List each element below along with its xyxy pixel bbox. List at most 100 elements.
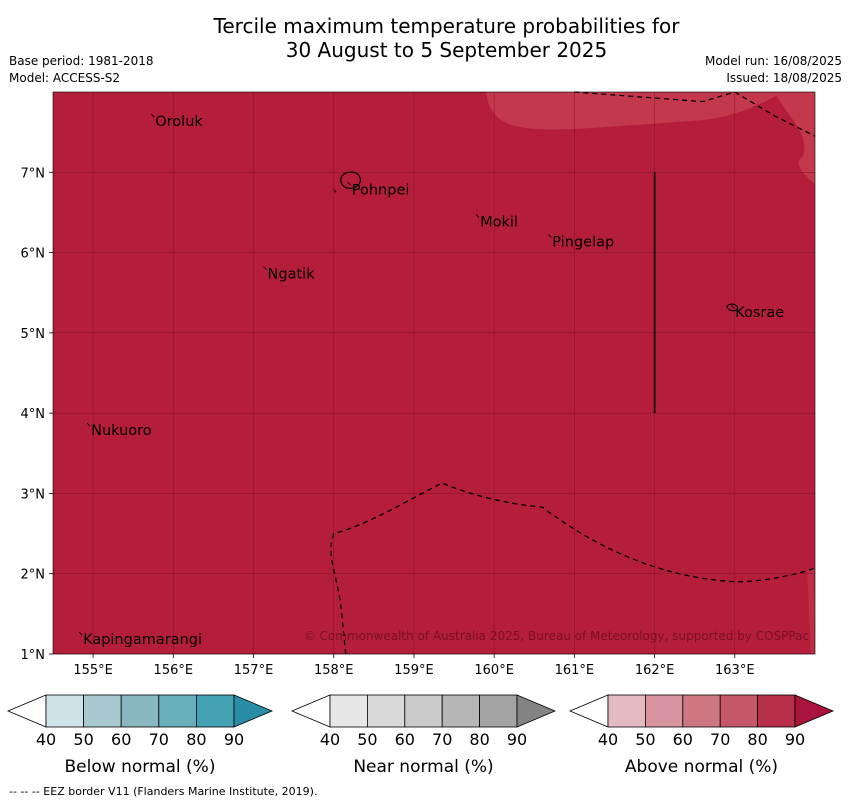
eez-footnote: -- -- -- EEZ border V11 (Flanders Marine… [9,785,318,798]
colorbar-tick-label: 40 [598,730,618,749]
place-label: Pohnpei [352,182,410,198]
place-label: Ngatik [268,267,316,283]
axes: 155°E 156°E 157°E 158°E 159°E 160°E 161°E 162°E… [21,166,755,678]
place-label: Mokil [480,214,518,230]
pohnpei-island-outline [340,171,361,189]
colorbar-extend-right [516,694,557,728]
colorbar-tick-label: 60 [673,730,693,749]
y-tick-label: 7°N [21,166,46,181]
colorbar-segment [682,694,721,728]
colorbar-tick-label: 40 [36,730,56,749]
y-tick-label: 3°N [21,487,46,502]
place-marker [548,234,552,238]
eez-border-northeast [734,91,816,137]
y-tick-label: 1°N [21,648,46,663]
base-period-label: Base period: 1981-2018 [9,54,154,68]
colorbar-segment [719,694,759,728]
colorbar-extend-right [233,694,274,728]
place-marker [730,304,735,309]
colorbar-segment [404,694,443,728]
copyright-notice: © Commonwealth of Australia 2025, Bureau… [304,629,809,643]
colorbar-segment [120,694,160,728]
graticule [53,92,815,655]
x-tick-label: 156°E [154,663,194,678]
model-label: Model: ACCESS-S2 [9,71,121,85]
map-area: Oroluk Pohnpei Mokil Pingelap Ngatik Kosrae Nu… [52,91,816,655]
colorbar-1: 40 50 60 70 80 90 Near normal (%) [290,694,557,777]
colorbar-tick-label: 70 [710,730,730,749]
colorbar-segment [329,694,368,728]
x-tick-label: 158°E [314,663,354,678]
title-line-1: Tercile maximum temperature probabilitie… [213,14,680,38]
eez-border-north [574,91,735,103]
kosrae-island-outline [726,303,739,312]
colorbar-tick-label: 60 [395,730,415,749]
place-marker [78,631,83,636]
colorbar-segment [645,694,684,728]
colorbar-tick-label: 90 [507,730,527,749]
colorbar-segment [45,694,84,728]
lower-probability-region [486,92,783,130]
place-marker [475,214,480,218]
colorbar-extend-left [568,694,609,728]
map-title: Tercile maximum temperature probabilitie… [0,14,850,62]
colorbar-tick-label: 50 [73,730,93,749]
colorbar-extend-right [794,694,835,728]
place-labels: Oroluk Pohnpei Mokil Pingelap Ngatik Kosrae Nu… [78,113,784,648]
x-tick-label: 160°E [474,663,514,678]
x-tick-label: 157°E [234,663,274,678]
colorbar-tick-label: 90 [224,730,244,749]
colorbar-title: Below normal (%) [65,757,216,777]
eez-borders [330,91,816,655]
place-label: Oroluk [155,114,203,130]
colorbar-tick-label: 80 [469,730,489,749]
colorbar-tick-label: 50 [357,730,377,749]
colorbar-tick-label: 70 [149,730,169,749]
lower-probability-region-south [806,567,815,654]
colorbar-extend-left [290,694,331,728]
y-tick-label: 5°N [21,327,46,342]
map-frame [52,91,816,655]
lower-probability-region-east [774,92,815,185]
colorbar-title: Near normal (%) [353,757,493,777]
x-tick-label: 163°E [715,663,755,678]
colorbar-2: 40 50 60 70 80 90 Above normal (%) [568,694,835,777]
colorbar-segment [757,694,796,728]
x-tick-label: 162°E [635,663,675,678]
colorbar-segment [607,694,646,728]
colorbar-segment [158,694,197,728]
colorbar-tick-label: 90 [785,730,805,749]
place-label: Pingelap [552,235,614,251]
issued-label: Issued: 18/08/2025 [726,71,842,85]
colorbar-0: 40 50 60 70 80 90 Below normal (%) [6,694,274,777]
x-tick-label: 159°E [394,663,434,678]
place-marker [263,266,267,270]
colorbar-tick-label: 80 [186,730,206,749]
y-tick-label: 2°N [21,568,46,583]
place-label: Kosrae [735,305,784,321]
eez-border-south [330,482,816,655]
place-marker [86,422,91,427]
place-marker [347,182,352,186]
colorbar-extend-left [6,694,47,728]
y-tick-label: 4°N [21,407,46,422]
colorbar-segment [83,694,122,728]
probability-field [53,92,815,654]
colorbar-tick-label: 80 [747,730,767,749]
meta-left: Base period: 1981-2018 Model: ACCESS-S2 [9,53,154,87]
meta-right: Model run: 16/08/2025 Issued: 18/08/2025 [705,53,842,87]
x-tick-label: 155°E [73,663,113,678]
colorbar-tick-label: 50 [635,730,655,749]
ant-atoll-outline [333,189,337,193]
colorbar-tick-label: 70 [432,730,452,749]
colorbar-title: Above normal (%) [625,757,778,777]
colorbar-segment [195,694,235,728]
colorbar-tick-label: 60 [111,730,131,749]
model-run-label: Model run: 16/08/2025 [704,54,842,68]
place-label: Nukuoro [91,423,152,439]
colorbar-segment [441,694,481,728]
colorbar-segment [479,694,518,728]
place-marker [150,113,155,118]
x-tick-label: 161°E [555,663,595,678]
